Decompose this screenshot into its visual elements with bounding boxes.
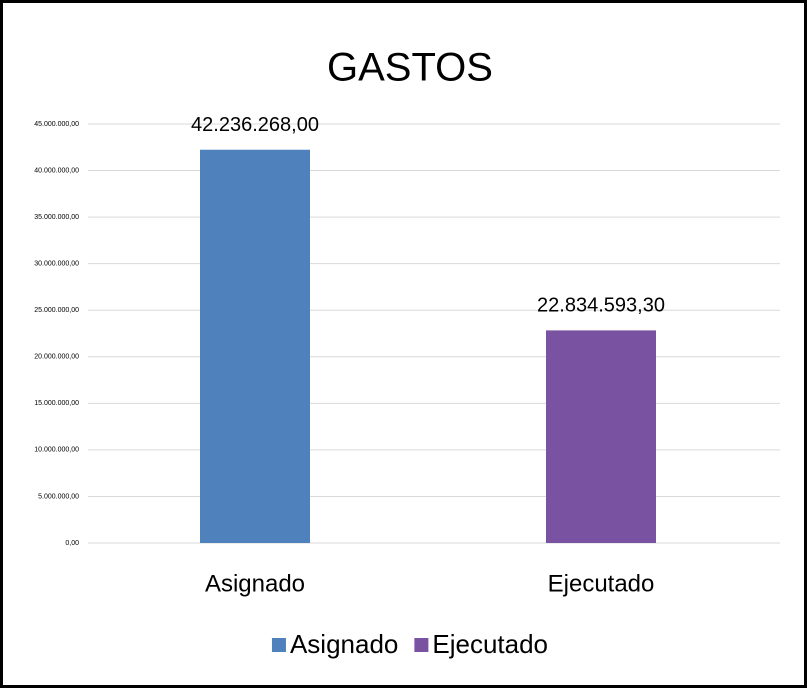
legend-swatch	[414, 638, 429, 652]
y-tick-label: 20.000.000,00	[34, 354, 79, 361]
y-tick-label: 40.000.000,00	[34, 167, 79, 174]
x-tick-label: Ejecutado	[548, 570, 655, 597]
legend-label: Ejecutado	[432, 629, 548, 659]
value-label: 22.834.593,30	[537, 295, 665, 317]
y-tick-label: 15.000.000,00	[34, 400, 79, 407]
x-tick-label: Asignado	[205, 570, 305, 597]
y-tick-label: 45.000.000,00	[34, 121, 79, 128]
value-label: 42.236.268,00	[191, 114, 319, 136]
y-tick-label: 35.000.000,00	[34, 214, 79, 221]
y-tick-label: 10.000.000,00	[34, 447, 79, 454]
legend-swatch	[271, 638, 286, 652]
y-tick-label: 30.000.000,00	[34, 261, 79, 268]
bar	[546, 330, 656, 543]
chart-title: GASTOS	[327, 46, 493, 90]
y-tick-label: 25.000.000,00	[34, 307, 79, 314]
bar	[200, 149, 310, 544]
legend-label: Asignado	[290, 629, 398, 659]
y-tick-label: 5.000.000,00	[38, 493, 79, 500]
y-tick-label: 0,00	[65, 540, 79, 547]
